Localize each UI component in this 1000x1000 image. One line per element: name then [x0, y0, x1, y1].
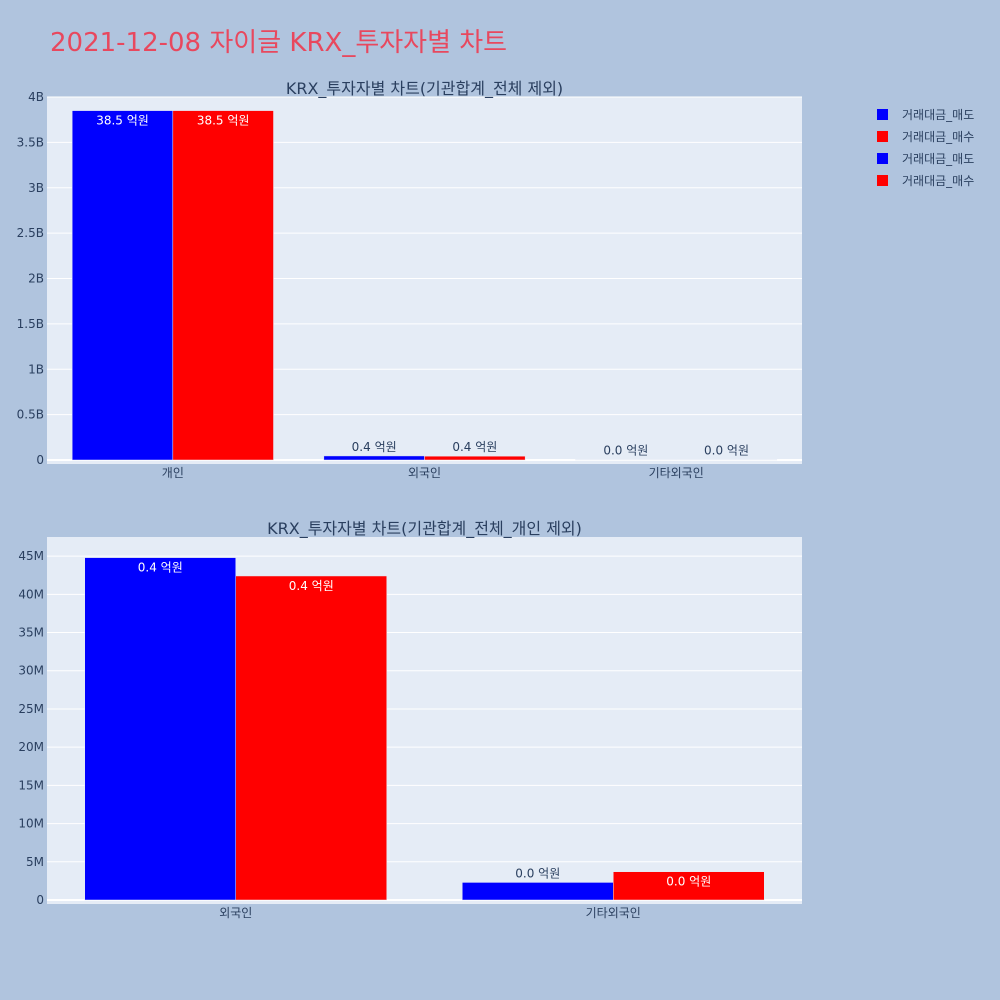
legend-item: 거래대금_매수 — [902, 174, 974, 188]
legend-swatch — [877, 153, 888, 164]
y-tick-label: 3.5B — [17, 135, 44, 149]
bar — [84, 557, 236, 901]
y-tick-label: 0 — [36, 893, 44, 907]
y-tick-label: 2.5B — [17, 226, 44, 240]
y-tick-label: 4B — [28, 90, 44, 104]
bar — [71, 110, 174, 461]
bar — [172, 110, 274, 461]
y-tick-label: 25M — [18, 702, 44, 716]
data-label: 0.0 억원 — [666, 875, 711, 889]
bar — [323, 455, 425, 461]
data-label: 0.4 억원 — [452, 440, 497, 454]
data-label: 0.4 억원 — [289, 579, 334, 593]
chart-title: KRX_투자자별 차트(기관합계_전체 제외) — [286, 79, 563, 99]
page-title: 2021-12-08 자이글 KRX_투자자별 차트 — [50, 28, 508, 58]
bar — [575, 459, 677, 461]
y-tick-label: 15M — [18, 778, 44, 792]
y-tick-label: 10M — [18, 817, 44, 831]
x-tick-label: 기타외국인 — [649, 466, 704, 480]
legend-swatch — [877, 131, 888, 142]
x-tick-label: 외국인 — [408, 466, 441, 480]
data-label: 38.5 억원 — [96, 114, 149, 128]
bar — [675, 459, 778, 461]
bar — [462, 882, 614, 901]
y-tick-label: 35M — [18, 626, 44, 640]
data-label: 0.0 억원 — [704, 444, 749, 458]
x-tick-label: 외국인 — [219, 906, 252, 920]
y-tick-label: 3B — [28, 181, 44, 195]
x-tick-label: 기타외국인 — [586, 906, 641, 920]
data-label: 0.0 억원 — [603, 444, 648, 458]
bar — [235, 575, 387, 901]
y-tick-label: 1B — [28, 362, 44, 376]
legend-item: 거래대금_매수 — [902, 130, 974, 144]
data-label: 0.4 억원 — [352, 440, 397, 454]
legend-swatch — [877, 175, 888, 186]
y-tick-label: 30M — [18, 664, 44, 678]
data-label: 0.4 억원 — [138, 561, 183, 575]
y-tick-label: 40M — [18, 587, 44, 601]
legend-swatch — [877, 109, 888, 120]
y-tick-label: 0.5B — [17, 408, 44, 422]
y-tick-label: 1.5B — [17, 317, 44, 331]
chart-title: KRX_투자자별 차트(기관합계_전체_개인 제외) — [267, 519, 582, 539]
y-tick-label: 20M — [18, 740, 44, 754]
x-tick-label: 개인 — [162, 466, 184, 480]
y-tick-label: 0 — [36, 453, 44, 467]
legend-item: 거래대금_매도 — [902, 152, 974, 166]
data-label: 38.5 억원 — [197, 114, 250, 128]
y-tick-label: 5M — [26, 855, 44, 869]
y-tick-label: 45M — [18, 549, 44, 563]
legend-item: 거래대금_매도 — [902, 108, 974, 122]
bar — [424, 455, 526, 461]
bar — [613, 871, 765, 901]
y-tick-label: 2B — [28, 272, 44, 286]
data-label: 0.0 억원 — [515, 866, 560, 880]
